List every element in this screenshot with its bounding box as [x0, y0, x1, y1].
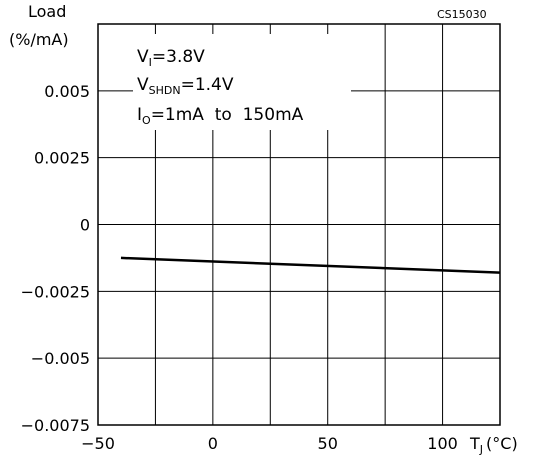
y-tick-label: 0.005	[44, 82, 90, 101]
plot-frame	[97, 23, 501, 426]
figure-code: CS15030	[437, 8, 487, 21]
y-tick-label: 0	[80, 216, 90, 235]
series-group	[120, 256, 501, 274]
x-axis-label: TJ (°C)	[469, 434, 518, 456]
y-axis-label-line1: Load	[28, 2, 66, 21]
annotation-vi: VI=3.8V	[137, 47, 205, 69]
x-tick-label: −50	[81, 434, 115, 453]
annotation-io: IO=1mA to 150mA	[137, 105, 304, 127]
x-tick-label: 100	[427, 434, 458, 453]
annotation-background	[133, 34, 351, 130]
y-tick-label: −0.0075	[21, 416, 90, 435]
y-tick-label: −0.005	[31, 349, 90, 368]
x-tick-label: 50	[318, 434, 338, 453]
y-tick-label: 0.0025	[34, 149, 90, 168]
tick-labels: 0.005 0.0025 0 −0.0025 −0.005 −0.0075−50 0 50 10…	[21, 82, 458, 453]
annotation-vshdn: VSHDN=1.4V	[137, 75, 234, 97]
x-tick-label: 0	[208, 434, 218, 453]
y-tick-label: −0.0025	[21, 282, 90, 301]
y-axis-label-line2: (%/mA)	[9, 30, 69, 49]
series-line	[120, 256, 501, 274]
